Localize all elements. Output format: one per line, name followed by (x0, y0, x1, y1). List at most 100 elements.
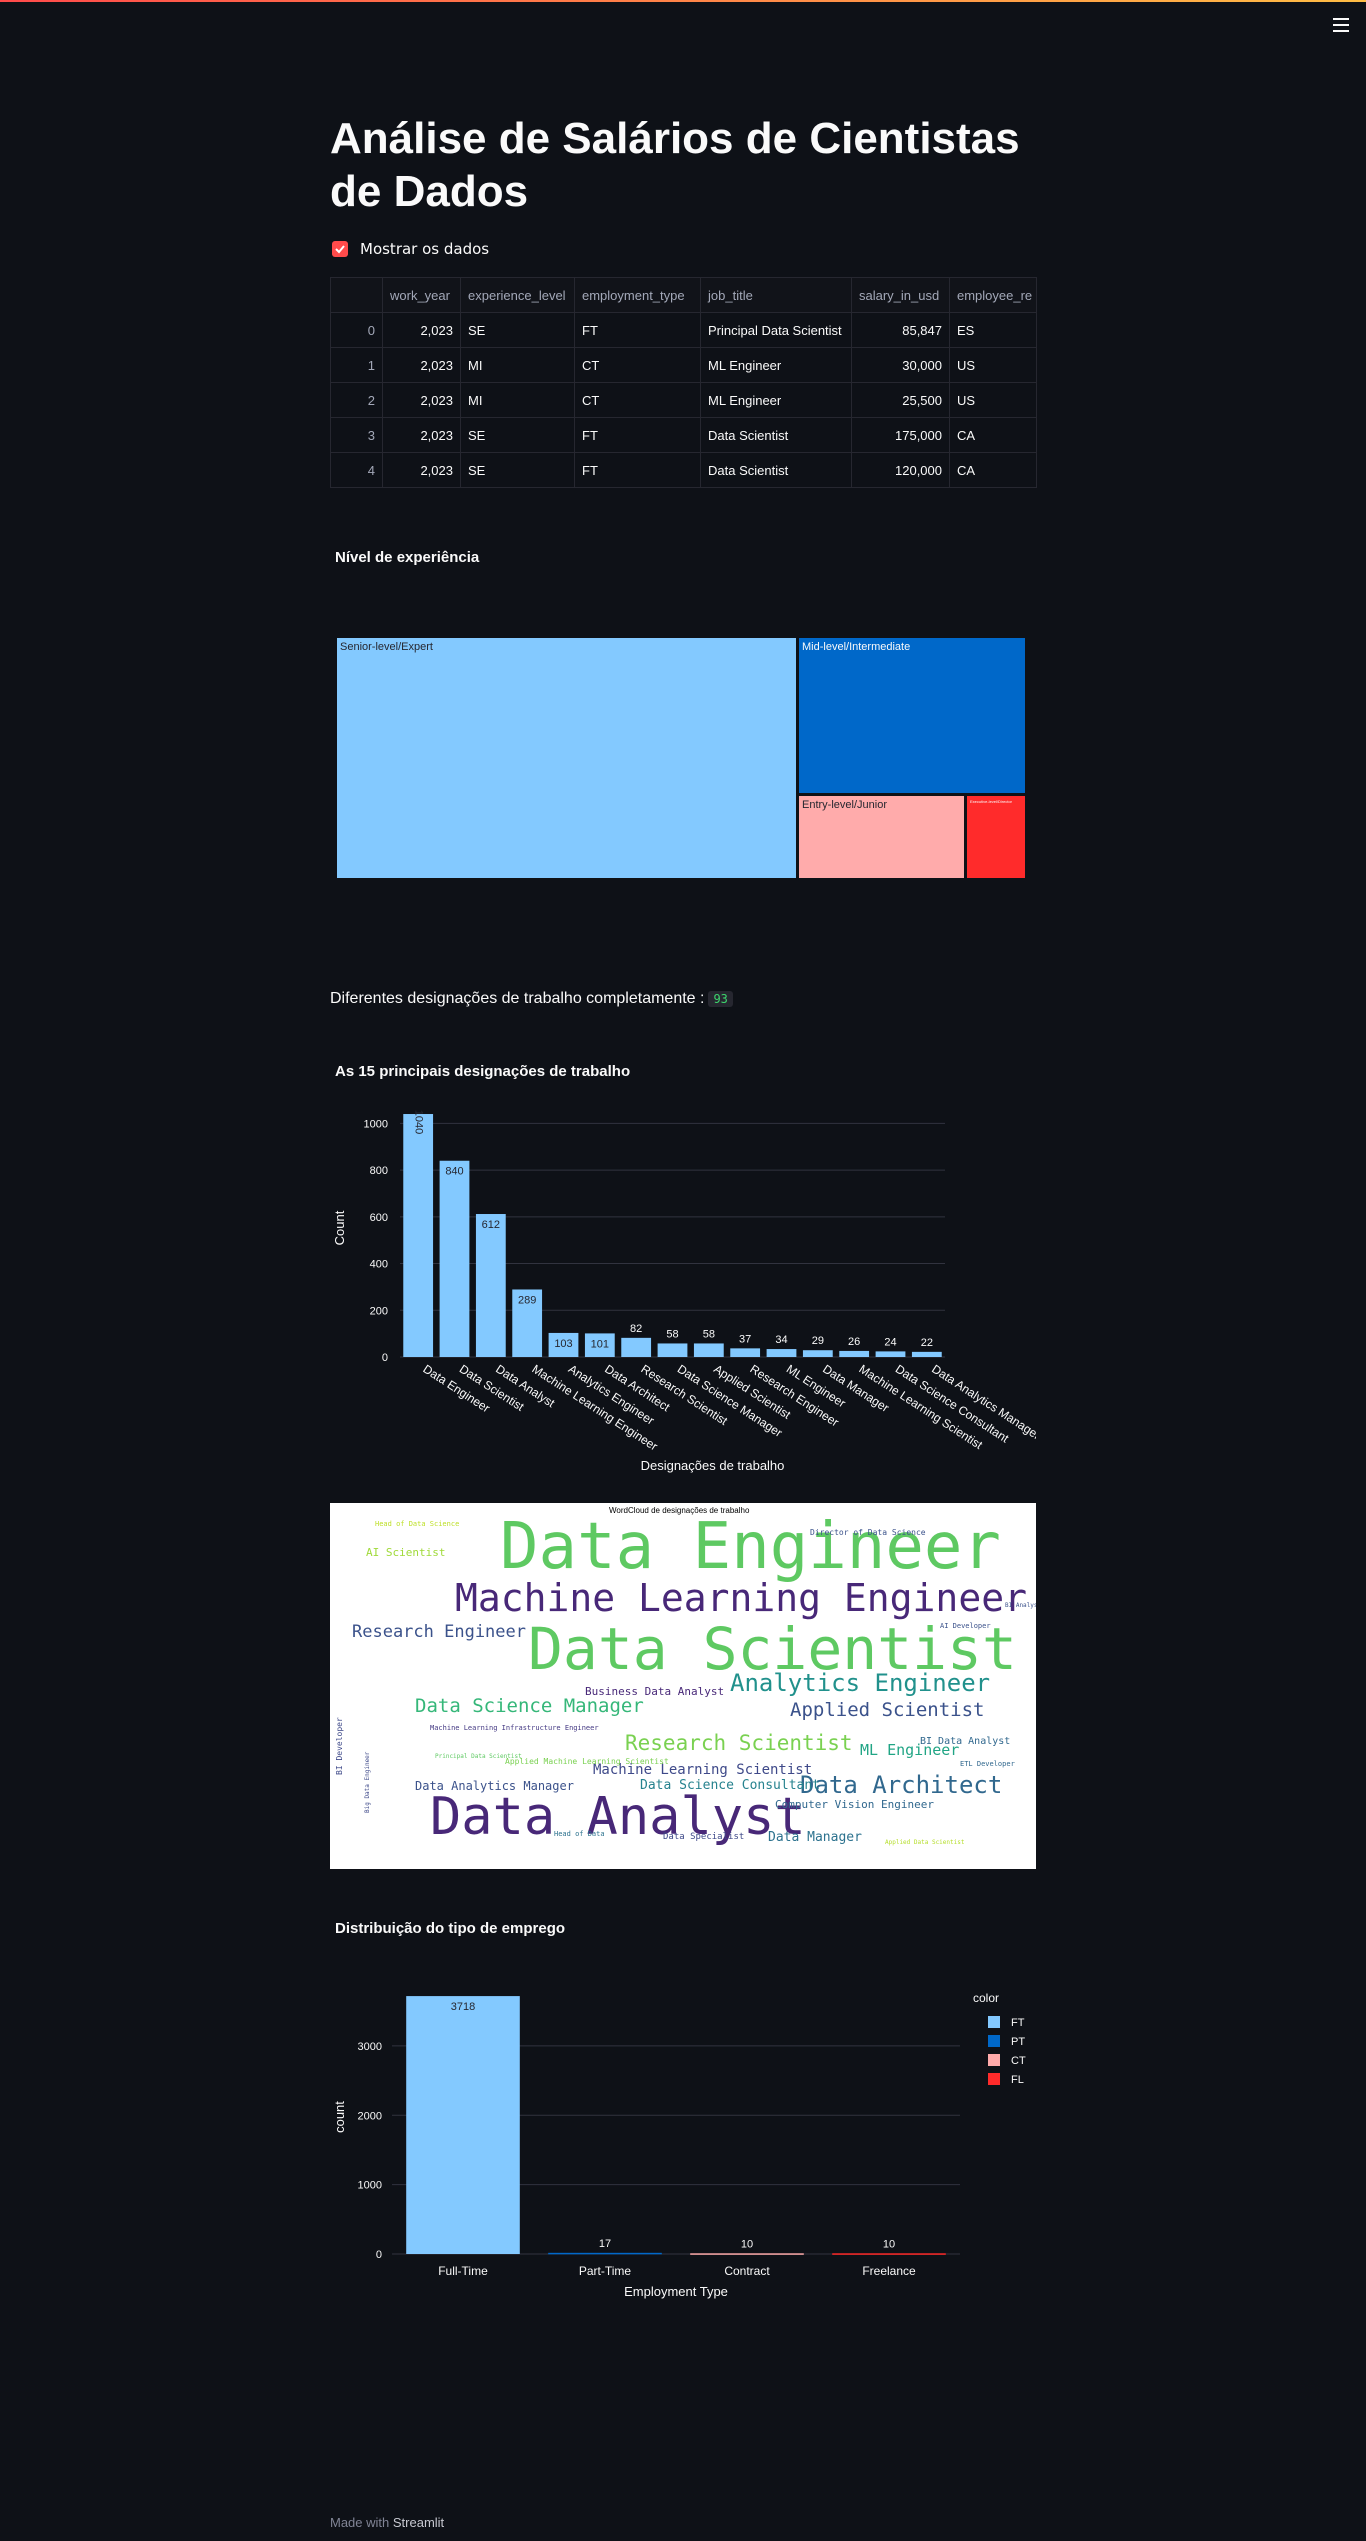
treemap-tile-entry[interactable]: Entry-level/Junior (799, 796, 964, 878)
column-header[interactable]: employment_type (574, 277, 701, 313)
show-data-checkbox[interactable]: Mostrar os dados (332, 240, 489, 258)
table-cell[interactable]: 85,847 (851, 312, 950, 348)
employment-type-bar-chart[interactable]: 0 1000 2000 3000 3718 Full-Time 17 Part-Time 10 C… (330, 1980, 1036, 2310)
table-cell[interactable]: CA (949, 452, 1037, 488)
wordcloud-word: Data Analytics Manager (415, 1779, 574, 1793)
bar-value-label: 24 (884, 1336, 896, 1348)
wordcloud-word: Data Engineer (500, 1510, 1001, 1584)
experience-section-title: Nível de experiência (335, 549, 480, 566)
table-cell[interactable]: 3 (330, 417, 383, 453)
table-cell[interactable]: 4 (330, 452, 383, 488)
bar-value-label: 3718 (451, 2001, 475, 2013)
table-cell[interactable]: ES (949, 312, 1037, 348)
y-axis-title: count (332, 2101, 347, 2133)
table-cell[interactable]: 2,023 (382, 452, 461, 488)
page-title: Análise de Salários de Cientistas de Dad… (330, 114, 1020, 216)
column-header[interactable] (330, 277, 383, 313)
table-cell[interactable]: 2,023 (382, 347, 461, 383)
wordcloud-word: ETL Developer (960, 1760, 1015, 1768)
table-cell[interactable]: CT (574, 347, 701, 383)
treemap-tile-executive[interactable]: Executive-level/Director (967, 796, 1025, 878)
column-header[interactable]: job_title (700, 277, 852, 313)
bar-value-label: 10 (741, 2238, 753, 2250)
legend-swatch (988, 2054, 1000, 2066)
column-header[interactable]: employee_re (949, 277, 1037, 313)
table-cell[interactable]: ML Engineer (700, 382, 852, 418)
wordcloud-image: WordCloud de designações de trabalho Dat… (330, 1503, 1036, 1869)
x-tick-label: Part-Time (579, 2264, 632, 2278)
table-cell[interactable]: 2,023 (382, 312, 461, 348)
wordcloud-word: Director of Data Science (810, 1528, 926, 1537)
bar (475, 1214, 506, 1357)
table-cell[interactable]: 2,023 (382, 417, 461, 453)
bar (693, 1343, 724, 1357)
x-axis-title: Designações de trabalho (641, 1458, 785, 1473)
bar (766, 1349, 797, 1357)
column-header[interactable]: work_year (382, 277, 461, 313)
column-header[interactable]: salary_in_usd (851, 277, 950, 313)
table-cell[interactable]: US (949, 382, 1037, 418)
wordcloud-word: Data Analyst (430, 1787, 806, 1847)
table-cell[interactable]: SE (460, 452, 575, 488)
bar-value-label: 1040 (412, 1110, 424, 1134)
wordcloud-word: Data Specialist (663, 1832, 745, 1842)
table-cell[interactable]: 175,000 (851, 417, 950, 453)
table-cell[interactable]: MI (460, 382, 575, 418)
bar-value-label: 612 (482, 1219, 500, 1231)
bar-value-label: 82 (630, 1323, 642, 1335)
treemap-tile-mid[interactable]: Mid-level/Intermediate (799, 638, 1025, 793)
table-cell[interactable]: Principal Data Scientist (700, 312, 852, 348)
bar (512, 1289, 543, 1357)
legend-swatch (988, 2016, 1000, 2028)
table-cell[interactable]: 0 (330, 312, 383, 348)
table-cell[interactable]: CT (574, 382, 701, 418)
table-cell[interactable]: FT (574, 312, 701, 348)
hamburger-menu-icon[interactable] (1330, 14, 1352, 36)
wordcloud-word: Applied Data Scientist (885, 1839, 965, 1846)
table-cell[interactable]: MI (460, 347, 575, 383)
data-table[interactable]: work_year experience_level employment_ty… (330, 277, 1037, 488)
legend-label: CT (1011, 2055, 1026, 2067)
bar-value-label: 29 (812, 1335, 824, 1347)
y-tick-label: 400 (370, 1259, 388, 1271)
table-cell[interactable]: ML Engineer (700, 347, 852, 383)
table-cell[interactable]: Data Scientist (700, 417, 852, 453)
bar (690, 2253, 804, 2255)
footer-prefix: Made with (330, 2515, 390, 2530)
column-header[interactable]: experience_level (460, 277, 575, 313)
table-cell[interactable]: SE (460, 312, 575, 348)
legend-swatch (988, 2073, 1000, 2085)
bar (911, 1351, 942, 1357)
x-tick-label: Freelance (862, 2264, 916, 2278)
wordcloud-word: Research Scientist (625, 1731, 853, 1755)
table-cell[interactable]: 120,000 (851, 452, 950, 488)
table-cell[interactable]: FT (574, 417, 701, 453)
bar (406, 1996, 520, 2254)
y-tick-label: 2000 (358, 2110, 382, 2122)
table-cell[interactable]: 2,023 (382, 382, 461, 418)
table-cell[interactable]: SE (460, 417, 575, 453)
bar (548, 2252, 662, 2255)
checkbox-checked-icon[interactable] (332, 241, 348, 257)
bar (657, 1343, 688, 1357)
designations-label: Diferentes designações de trabalho compl… (330, 990, 705, 1007)
x-axis-title: Employment Type (624, 2284, 728, 2299)
y-tick-label: 200 (370, 1305, 388, 1317)
y-tick-label: 600 (370, 1212, 388, 1224)
table-cell[interactable]: Data Scientist (700, 452, 852, 488)
legend-swatch (988, 2035, 1000, 2047)
footer: Made with Streamlit (330, 2515, 444, 2530)
treemap-tile-senior[interactable]: Senior-level/Expert (337, 638, 796, 878)
y-axis-title: Count (332, 1210, 347, 1245)
table-cell[interactable]: 2 (330, 382, 383, 418)
table-cell[interactable]: FT (574, 452, 701, 488)
footer-streamlit-link[interactable]: Streamlit (392, 2515, 445, 2530)
table-cell[interactable]: 30,000 (851, 347, 950, 383)
table-header-row: work_year experience_level employment_ty… (330, 277, 1037, 313)
table-cell[interactable]: 1 (330, 347, 383, 383)
table-cell[interactable]: CA (949, 417, 1037, 453)
table-cell[interactable]: 25,500 (851, 382, 950, 418)
y-tick-label: 800 (370, 1165, 388, 1177)
table-cell[interactable]: US (949, 347, 1037, 383)
